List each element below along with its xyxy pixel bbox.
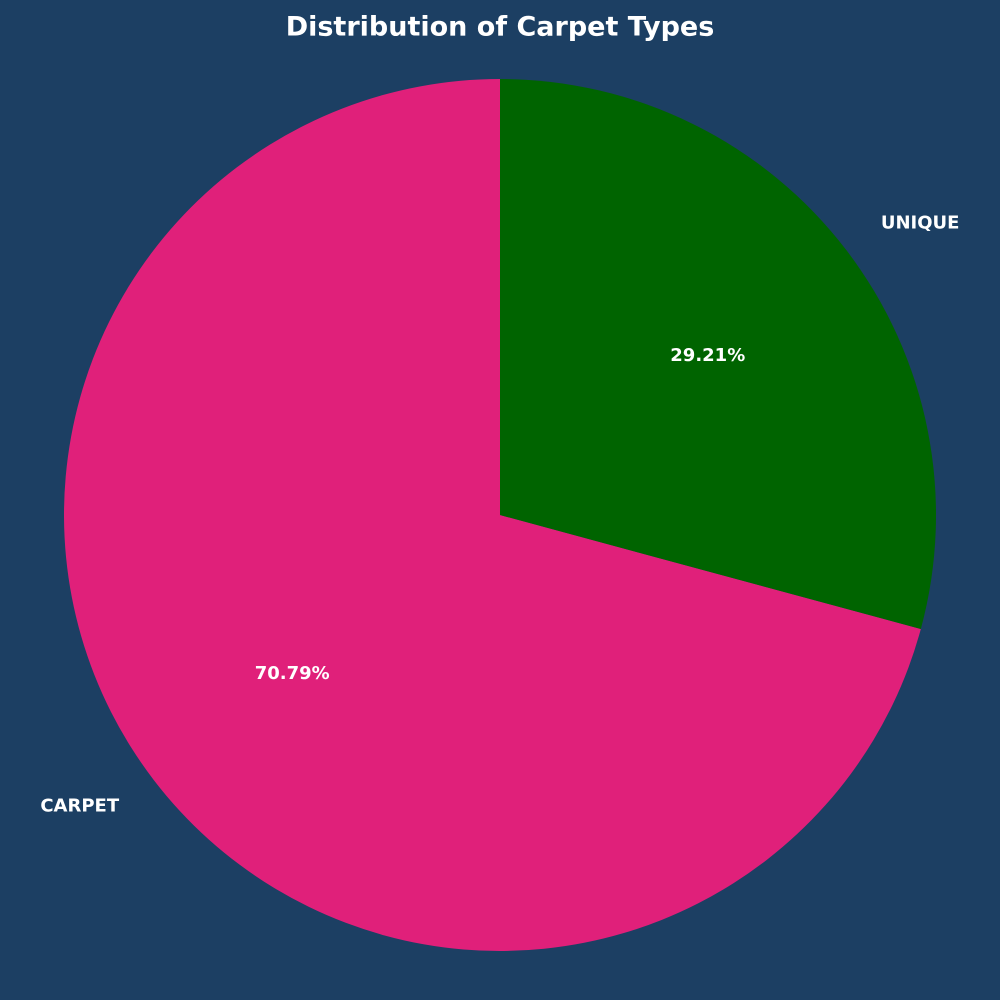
value-label: 29.21% bbox=[670, 345, 745, 366]
chart-title: Distribution of Carpet Types bbox=[286, 12, 715, 43]
category-label: UNIQUE bbox=[881, 213, 960, 234]
value-label: 70.79% bbox=[255, 663, 330, 684]
pie-slice bbox=[63, 79, 921, 951]
category-label: CARPET bbox=[40, 795, 119, 816]
pie-slice bbox=[500, 79, 936, 629]
